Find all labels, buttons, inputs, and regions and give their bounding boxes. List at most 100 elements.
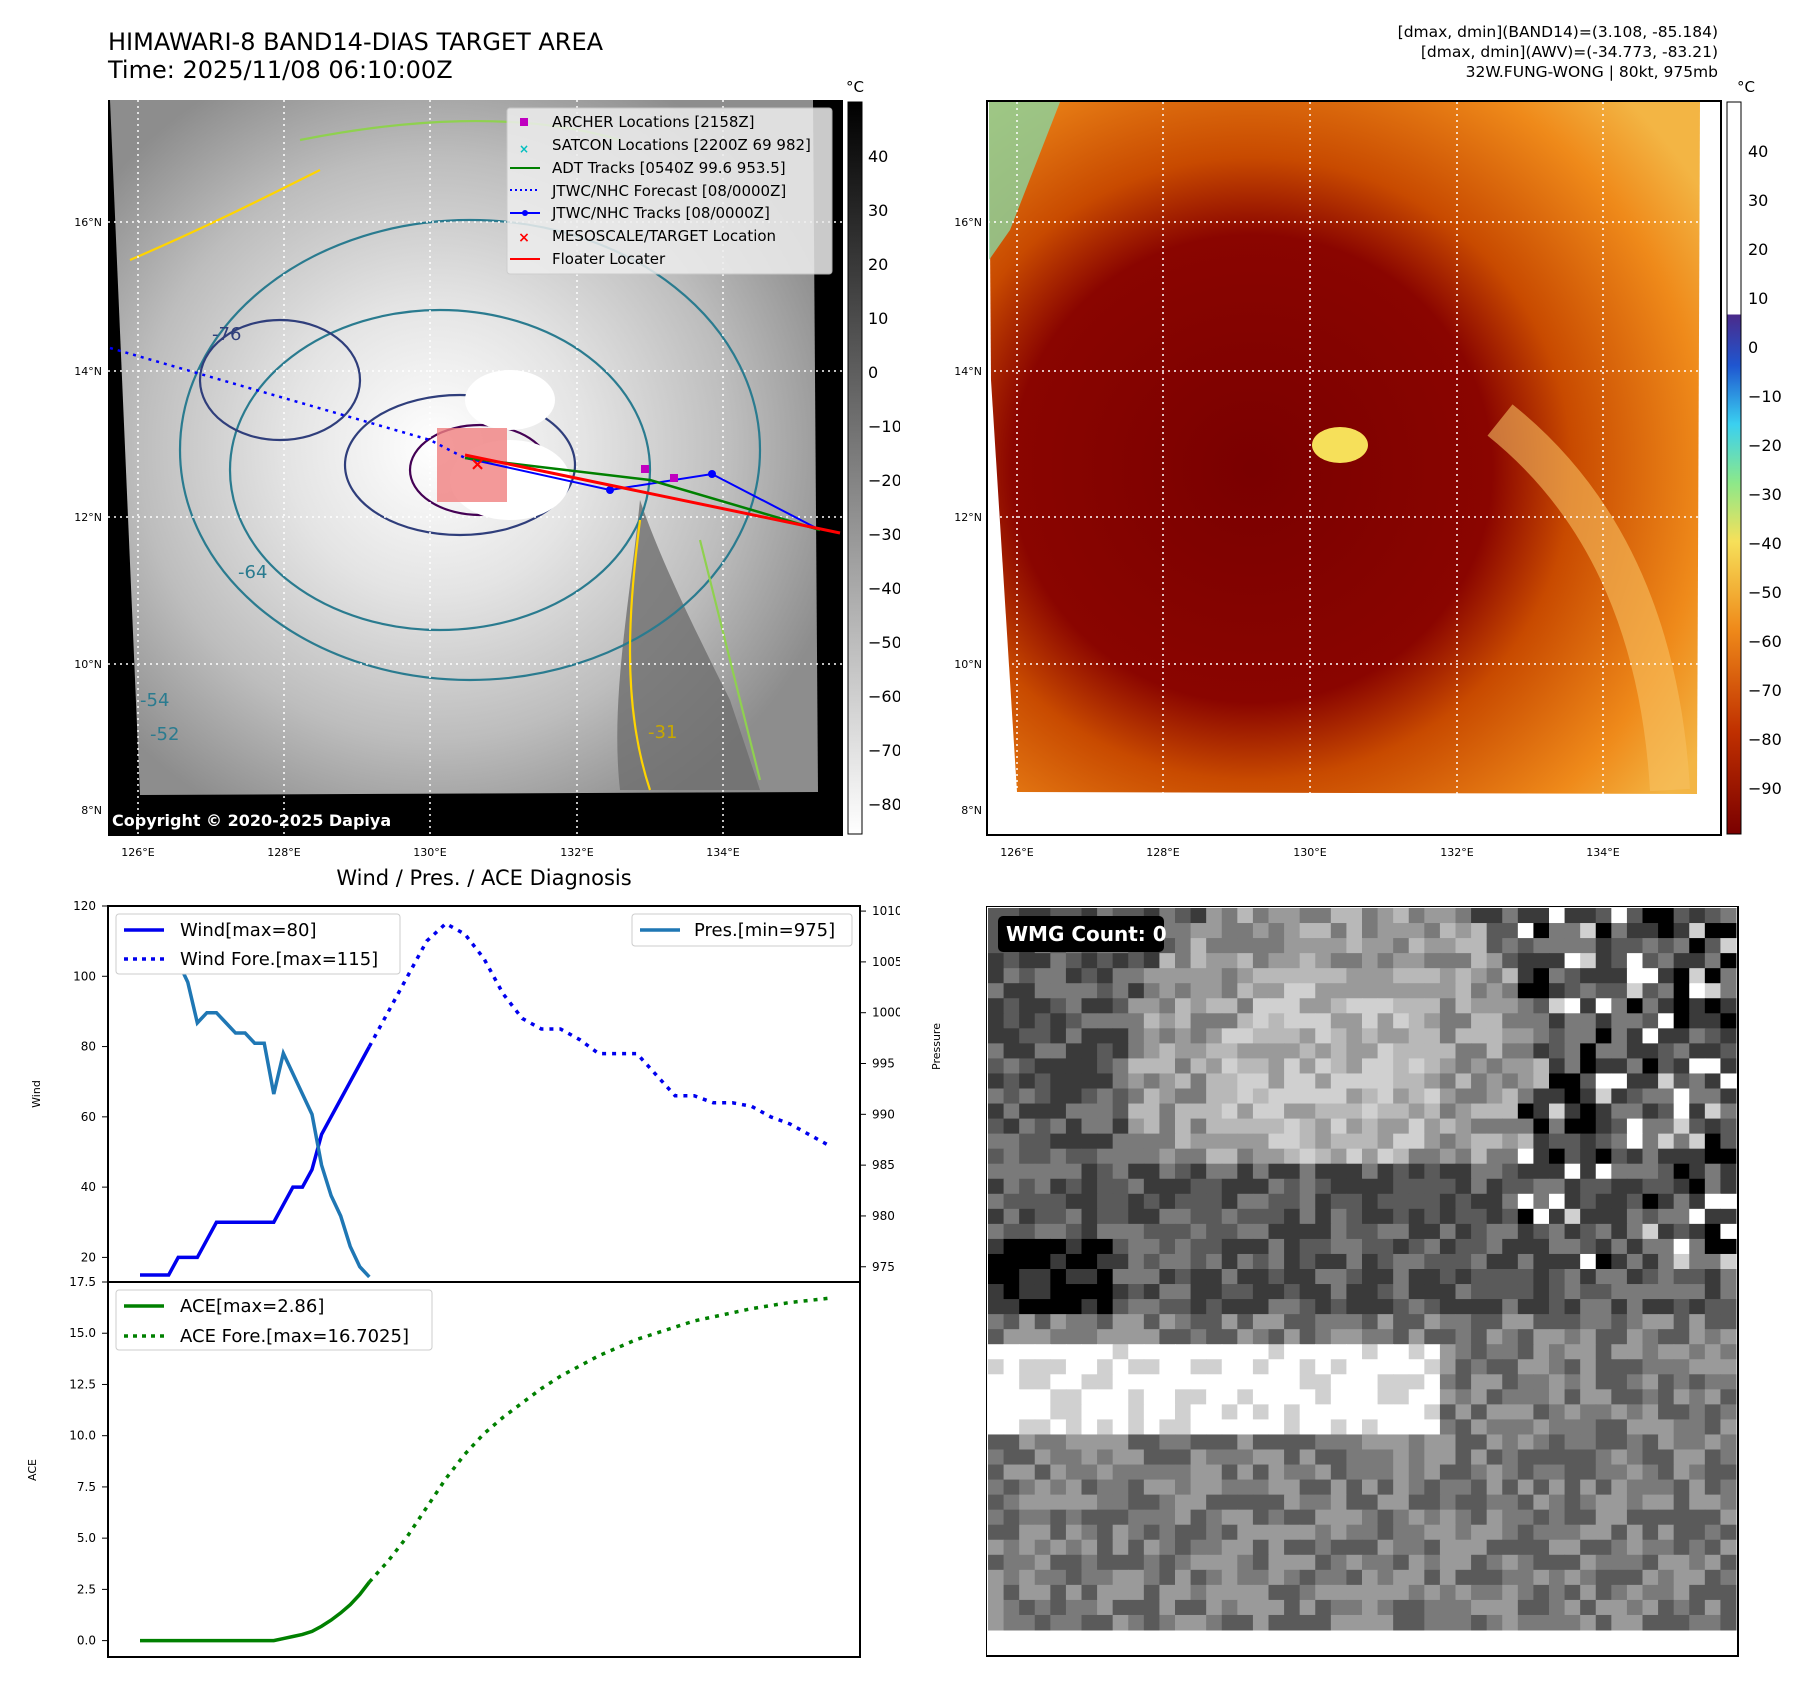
wmg-pixel <box>1050 1299 1067 1315</box>
wmg-pixel <box>1393 1374 1410 1390</box>
wmg-pixel <box>1704 1569 1721 1586</box>
wmg-pixel <box>1455 1569 1472 1586</box>
wmg-pixel <box>1549 1584 1566 1601</box>
wmg-pixel <box>1034 1464 1051 1481</box>
wmg-pixel <box>1221 1028 1238 1044</box>
wmg-pixel <box>1268 1494 1285 1511</box>
wmg-pixel <box>1704 998 1721 1014</box>
contour-label: -52 <box>150 724 179 745</box>
wmg-pixel <box>1159 1043 1176 1059</box>
wmg-pixel <box>1268 1118 1285 1135</box>
wmg-pixel <box>1128 1554 1145 1571</box>
wmg-pixel <box>1611 908 1628 924</box>
wmg-pixel <box>1611 1524 1628 1541</box>
colorbar-tick: −30 <box>1748 485 1782 504</box>
wmg-pixel <box>1268 1479 1285 1496</box>
colorbar-tick: −90 <box>1748 779 1782 798</box>
wmg-pixel <box>1595 1013 1612 1029</box>
wmg-pixel <box>1580 1434 1597 1450</box>
wmg-pixel <box>1268 1284 1285 1300</box>
wmg-pixel <box>1190 1223 1207 1240</box>
wmg-pixel <box>1034 1133 1051 1150</box>
wmg-pixel <box>1268 1073 1285 1089</box>
pres-legend: Pres.[min=975] <box>631 913 853 947</box>
wmg-pixel <box>1284 1269 1301 1285</box>
wmg-pixel <box>1704 1389 1721 1405</box>
wmg-pixel <box>1533 1314 1550 1330</box>
wmg-pixel <box>1175 908 1192 924</box>
wmg-pixel <box>1611 1449 1628 1466</box>
wmg-pixel <box>1206 1464 1223 1481</box>
wmg-pixel <box>1284 1163 1301 1180</box>
wmg-pixel <box>1455 1058 1472 1074</box>
lon-label: 134°E <box>1586 846 1619 859</box>
wmg-pixel <box>1689 1284 1706 1300</box>
wmg-pixel <box>1704 923 1721 939</box>
wmg-pixel <box>1143 1464 1160 1481</box>
wmg-pixel <box>1564 1359 1581 1375</box>
wmg-pixel <box>1221 1509 1238 1526</box>
wmg-pixel <box>1720 1148 1737 1165</box>
wmg-pixel <box>1377 1404 1394 1420</box>
wmg-pixel <box>1377 1193 1394 1210</box>
wmg-pixel <box>1377 1614 1394 1631</box>
wmg-pixel <box>1175 1344 1192 1360</box>
wmg-pixel <box>1408 1419 1425 1435</box>
wmg-pixel <box>1112 1584 1129 1601</box>
wmg-pixel <box>1673 1238 1690 1255</box>
wmg-pixel <box>1580 953 1597 969</box>
wmg-pixel <box>1065 953 1082 969</box>
wmg-pixel <box>1268 1013 1285 1029</box>
wmg-pixel <box>1206 1494 1223 1511</box>
wmg-pixel <box>1097 1344 1114 1360</box>
wmg-pixel <box>1424 1569 1441 1586</box>
wmg-pixel <box>1533 1103 1550 1120</box>
wmg-pixel <box>1284 1569 1301 1586</box>
wmg-pixel <box>1533 923 1550 939</box>
wmg-pixel <box>1330 1614 1347 1631</box>
wmg-pixel <box>1424 1163 1441 1180</box>
wmg-pixel <box>1299 1058 1316 1074</box>
wmg-pixel <box>1626 1013 1643 1029</box>
wmg-pixel <box>1424 1178 1441 1195</box>
wmg-pixel <box>1330 1494 1347 1511</box>
wmg-pixel <box>1346 1013 1363 1029</box>
wmg-pixel <box>1034 1584 1051 1601</box>
wmg-pixel <box>1502 1148 1519 1165</box>
wmg-pixel <box>1517 1509 1534 1526</box>
wmg-pixel <box>1221 1073 1238 1089</box>
wmg-pixel <box>1237 1178 1254 1195</box>
wmg-pixel <box>1003 1614 1020 1631</box>
wmg-pixel <box>1704 1118 1721 1135</box>
wmg-pixel <box>1626 1329 1643 1345</box>
wmg-pixel <box>1034 1163 1051 1180</box>
wmg-pixel <box>1284 1133 1301 1150</box>
wmg-pixel <box>1097 983 1114 999</box>
wmg-pixel <box>1346 1569 1363 1586</box>
wmg-pixel <box>1439 1389 1456 1405</box>
wmg-pixel <box>1658 1284 1675 1300</box>
wmg-pixel <box>1221 1238 1238 1255</box>
wmg-pixel <box>1268 1434 1285 1450</box>
wmg-pixel <box>1408 1494 1425 1511</box>
wmg-pixel <box>1549 1043 1566 1059</box>
wmg-pixel <box>1034 1434 1051 1450</box>
wmg-pixel <box>1003 998 1020 1014</box>
wmg-pixel <box>1704 1599 1721 1616</box>
wmg-pixel <box>1626 1599 1643 1616</box>
wmg-pixel <box>1673 1193 1690 1210</box>
wmg-pixel <box>1284 908 1301 924</box>
wmg-pixel <box>1128 1088 1145 1105</box>
wmg-pixel <box>1284 1299 1301 1315</box>
satcon-legend-marker: × <box>519 142 529 156</box>
wmg-pixel <box>1097 1284 1114 1300</box>
wmg-pixel <box>1159 1374 1176 1390</box>
wmg-pixel <box>1424 1509 1441 1526</box>
wmg-pixel <box>1673 1419 1690 1435</box>
wmg-pixel <box>1439 1163 1456 1180</box>
wmg-pixel <box>1190 1329 1207 1345</box>
wmg-pixel <box>1034 1494 1051 1511</box>
wmg-pixel <box>1081 1584 1098 1601</box>
wmg-pixel <box>1393 1223 1410 1240</box>
wmg-pixel <box>1424 1269 1441 1285</box>
